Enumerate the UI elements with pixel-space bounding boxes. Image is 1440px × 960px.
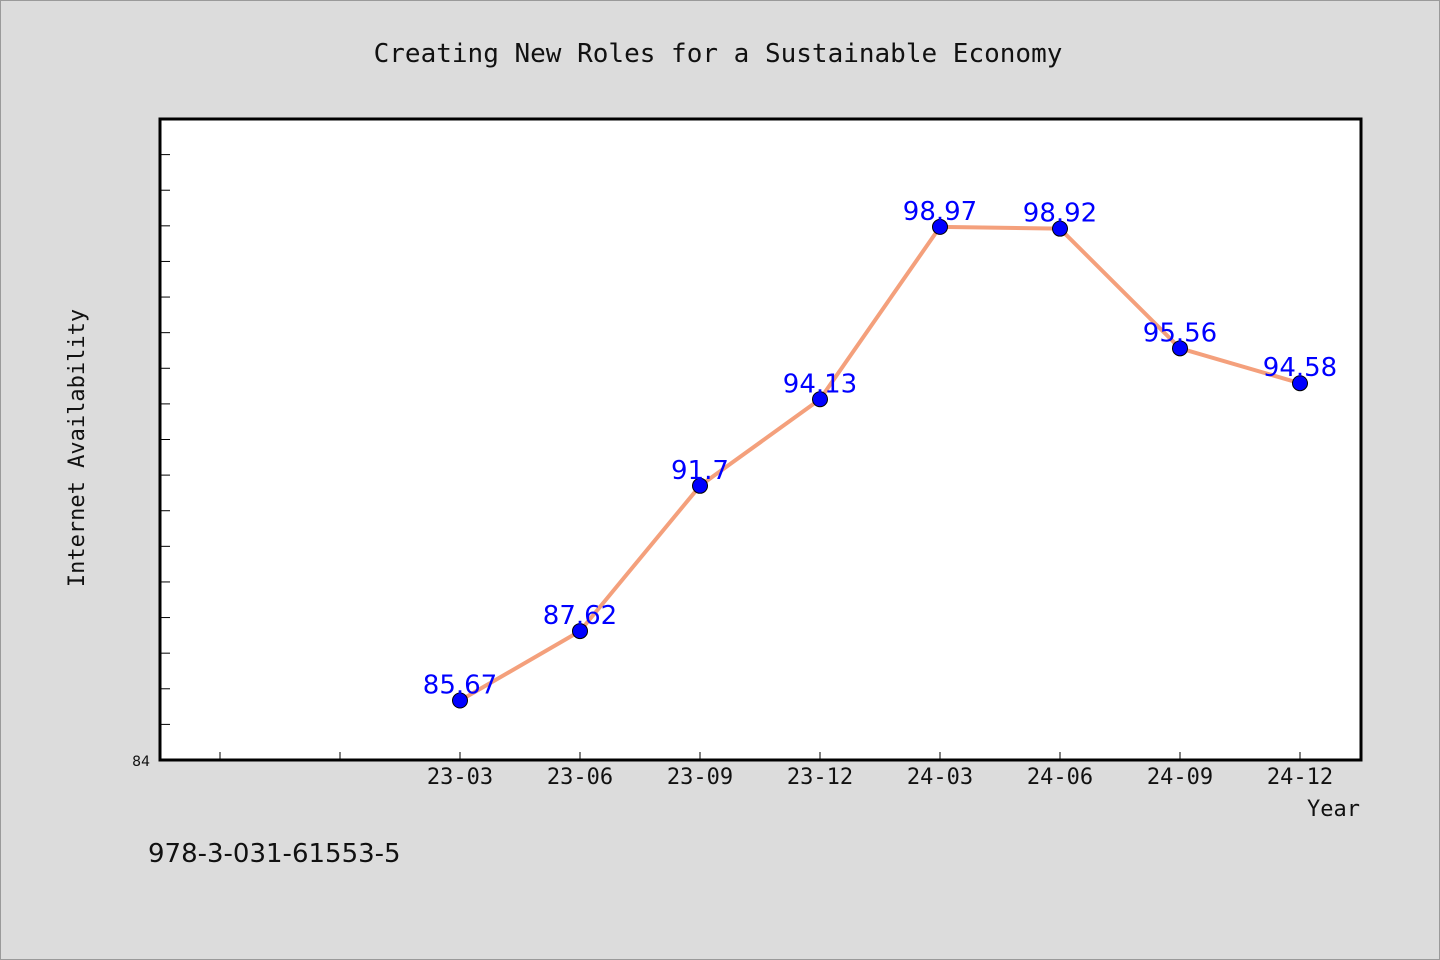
series-markers <box>452 218 1308 709</box>
x-tick-label: 24-09 <box>1147 765 1213 790</box>
data-label: 94.58 <box>1263 353 1337 383</box>
x-tick-label: 23-09 <box>667 765 733 790</box>
x-axis-tick-labels: 23-03 23-06 23-09 23-12 24-03 24-06 24-09 24-12 <box>427 765 1333 790</box>
data-point <box>812 391 828 408</box>
data-point <box>1052 220 1068 237</box>
data-label: 91.7 <box>671 456 729 486</box>
data-point <box>692 477 708 494</box>
data-point <box>932 218 948 235</box>
y-axis-ticks <box>160 154 170 725</box>
data-point <box>1172 340 1188 357</box>
data-label: 95.56 <box>1143 318 1217 348</box>
plot-area <box>158 117 1363 762</box>
x-tick-label: 23-03 <box>427 765 493 790</box>
data-label: 85.67 <box>423 671 497 701</box>
y-axis-label: Internet Availability <box>65 309 90 587</box>
x-axis-label: Year <box>1307 797 1360 822</box>
data-label: 94.13 <box>783 369 857 399</box>
series-line <box>458 224 1301 703</box>
data-point <box>452 692 468 709</box>
x-axis-ticks <box>219 752 1301 760</box>
y-axis-min-label: 84 <box>132 754 150 770</box>
data-label: 98.92 <box>1023 199 1097 229</box>
data-point <box>1292 375 1308 392</box>
data-label: 98.97 <box>903 197 977 227</box>
x-tick-label: 24-06 <box>1027 765 1093 790</box>
x-tick-label: 23-12 <box>787 765 853 790</box>
chart-title: Creating New Roles for a Sustainable Eco… <box>374 39 1063 69</box>
data-point <box>572 623 588 640</box>
data-labels: 85.67 87.62 91.7 94.13 98.97 98.92 95.56 94.58 <box>423 197 1337 701</box>
x-tick-label: 24-12 <box>1267 765 1333 790</box>
x-tick-label: 23-06 <box>547 765 613 790</box>
x-tick-label: 24-03 <box>907 765 973 790</box>
data-label: 87.62 <box>543 601 617 631</box>
isbn-text: 978-3-031-61553-5 <box>148 839 401 869</box>
